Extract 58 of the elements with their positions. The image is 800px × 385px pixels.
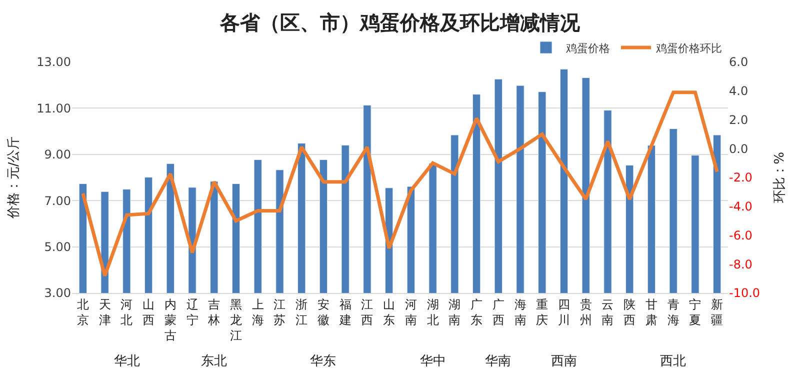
x-tick-label: 山东	[383, 297, 396, 327]
x-tick-label: 浙江	[296, 297, 308, 327]
y-tick-label: 5.00	[44, 240, 71, 254]
x-tick-label: 上海	[252, 297, 264, 327]
y-tick-label: 7.00	[44, 194, 71, 208]
annotation: 华中	[420, 354, 446, 369]
annotation: 华东	[310, 354, 336, 369]
x-tick-label: 湖北	[426, 297, 439, 327]
x-tick-label: 山西	[142, 297, 155, 327]
x-tick-label: 黑龙江	[230, 297, 242, 343]
y-axis-title: 价格：元/公斤	[6, 136, 22, 220]
x-tick-label: 湖南	[448, 297, 461, 327]
y2-tick-label: -4.0	[729, 200, 752, 214]
legend-label: 鸡蛋价格	[565, 42, 610, 55]
y2-tick-label: 0.0	[729, 142, 748, 156]
x-tick-label: 云南	[602, 297, 614, 327]
annotation: 西北	[660, 354, 686, 369]
x-tick-label: 吉林	[207, 297, 220, 327]
annotation: 华北	[114, 354, 140, 369]
y2-tick-label: -8.0	[729, 257, 752, 272]
y-tick-label: 9.00	[44, 148, 71, 162]
y-tick-label: 11.00	[36, 101, 71, 116]
x-tick-label: 河北	[120, 297, 133, 327]
x-tick-label: 青海	[667, 297, 680, 327]
x-tick-label: 安徽	[317, 297, 330, 327]
x-tick-label: 江苏	[274, 297, 286, 327]
y-tick-label: 3.00	[44, 286, 71, 300]
x-tick-label: 辽宁	[186, 297, 198, 327]
x-tick-label: 新疆	[711, 297, 724, 327]
x-tick-label: 广西	[492, 297, 504, 327]
x-tick-label: 海南	[514, 297, 526, 327]
line-series	[81, 90, 719, 278]
y2-tick-label: -6.0	[729, 228, 752, 242]
x-tick-label: 内蒙古	[164, 297, 176, 343]
y2-tick-label: -10.0	[729, 286, 760, 300]
x-tick-label: 贵州	[580, 297, 592, 327]
y2-axis-title: 环比：%	[772, 152, 788, 204]
x-tick-label: 陕西	[624, 297, 636, 327]
x-tick-label: 四川	[558, 297, 570, 327]
chart-title: 各省（区、市）鸡蛋价格及环比增减情况	[219, 10, 581, 34]
y2-tick-label: 4.0	[729, 84, 748, 98]
annotation: 西南	[551, 354, 577, 369]
x-tick-label: 北京	[76, 297, 89, 327]
x-tick-label: 江西	[361, 297, 374, 327]
annotation: 东北	[201, 354, 227, 369]
x-tick-label: 重庆	[536, 297, 548, 327]
y2-tick-label: -2.0	[729, 170, 752, 185]
x-tick-label: 广东	[470, 297, 483, 327]
x-tick-label: 河南	[404, 297, 417, 327]
x-tick-label: 宁夏	[689, 297, 702, 327]
y2-tick-label: 6.0	[729, 55, 748, 70]
x-tick-label: 福建	[338, 297, 352, 327]
y2-tick-label: 2.0	[729, 112, 748, 127]
x-tick-label: 天津	[98, 297, 111, 327]
x-tick-label: 甘肃	[645, 297, 658, 327]
y-tick-label: 13.00	[36, 55, 71, 70]
annotation: 华南	[485, 354, 511, 369]
legend-label: 鸡蛋价格环比	[655, 42, 722, 55]
